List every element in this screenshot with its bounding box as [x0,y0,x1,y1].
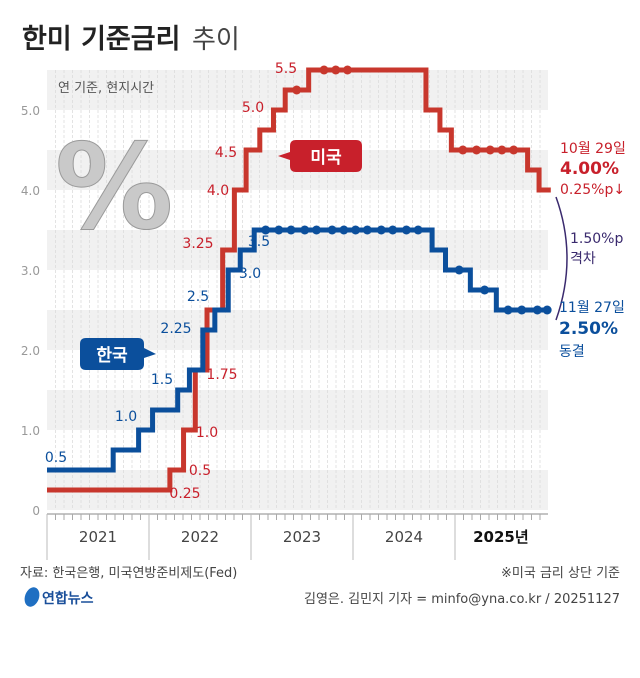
hold-dot [503,305,513,315]
gap-bracket [555,196,568,321]
x-tick-label: 2021 [79,528,117,546]
month-gridlines [55,70,541,510]
us-tag-label: 미국 [310,148,342,168]
y-tick-label: 4.0 [21,184,40,198]
hold-dot [388,225,398,235]
us-step-label: 1.75 [206,367,237,383]
kr-step-label: 1.5 [151,372,173,388]
title-bold: 한미 기준금리 [22,24,180,55]
hold-dot [485,145,495,155]
hold-dot [480,285,490,295]
kr-step-label: 2.5 [187,289,209,305]
kr-step-label: 2.25 [160,321,191,337]
x-tick-label: 2025년 [473,528,529,546]
us-step-label: 4.0 [207,183,229,199]
kr-step-label: 3.5 [248,234,270,250]
y-tick-label: 5.0 [21,104,40,118]
x-tick-label: 2022 [181,528,219,546]
kr-date: 11월 27일 [559,300,625,316]
y-tick-label: 2.0 [21,344,40,358]
hold-dot [300,225,310,235]
series-lines [47,67,551,493]
series-line-한국 [47,227,551,473]
hold-dot [376,225,386,235]
kr-step-label: 1.0 [115,409,137,425]
hold-dot [362,225,372,235]
hold-dot [331,65,341,75]
yonhap-logo: 연합뉴스 [24,587,94,607]
source: 자료: 한국은행, 미국연방준비제도(Fed) [20,565,237,581]
us-step-label: 3.25 [182,236,213,252]
kr-change: 동결 [559,344,585,360]
kr-tag-label: 한국 [96,346,128,366]
x-tick-label: 2024 [385,528,423,546]
grid-band [47,390,548,430]
hold-dot [311,225,321,235]
hold-dot [342,65,352,75]
y-tick-label: 0 [32,504,40,518]
unit-note: 연 기준, 현지시간 [58,81,154,96]
hold-dot [413,225,423,235]
hold-dot [319,65,329,75]
hold-dot [497,145,507,155]
hold-dot [292,85,302,95]
percent-graphic-icon: % [55,118,173,256]
hold-dot [327,225,337,235]
us-step-label: 0.5 [189,463,211,479]
hold-dots [261,65,552,315]
hold-dot [509,145,519,155]
us-step-label: 1.0 [196,425,218,441]
hold-dot [517,305,527,315]
hold-dot [286,225,296,235]
hold-dot [458,145,468,155]
hold-dot [339,225,349,235]
hold-dot [454,265,464,275]
y-axis: 0 1.0 2.0 3.0 4.0 5.0 [21,104,40,518]
hold-dot [532,305,542,315]
kr-rate: 2.50% [559,319,618,339]
us-step-label: 5.0 [242,100,264,116]
kr-tag: 한국 [80,338,156,370]
hold-dot [274,225,284,235]
series-line-미국 [47,67,551,493]
footnote: ※미국 금리 상단 기준 [501,566,620,581]
hold-dot [472,145,482,155]
grid-band [47,230,548,270]
x-tick-label: 2023 [283,528,321,546]
x-axis: 2021 2022 2023 2024 2025년 [46,513,548,560]
us-date: 10월 29일 [560,141,626,157]
us-tag: 미국 [278,140,362,172]
hold-dot [261,225,271,235]
us-rate: 4.00% [560,159,619,179]
kr-step-label: 0.5 [45,450,67,466]
us-step-label: 0.25 [169,486,200,502]
kr-step-label: 3.0 [239,266,261,282]
credit: 김영은. 김민지 기자 = minfo@yna.co.kr / 20251127 [304,592,620,607]
hold-dot [401,225,411,235]
us-change: 0.25%p↓ [560,182,625,198]
logo-text: 연합뉴스 [42,590,94,607]
hold-dot [542,305,552,315]
gap-value: 1.50%p [570,231,623,247]
gap-label: 격차 [570,251,596,267]
y-tick-label: 1.0 [21,424,40,438]
step-labels: 0.25 0.5 1.0 1.75 3.25 4.0 4.5 5.0 5.5 0.5 1.0 1.5 2… [45,61,297,502]
us-step-label: 5.5 [275,61,297,77]
y-tick-label: 3.0 [21,264,40,278]
us-step-label: 4.5 [215,145,237,161]
title-light: 추이 [192,25,240,55]
hold-dot [351,225,361,235]
